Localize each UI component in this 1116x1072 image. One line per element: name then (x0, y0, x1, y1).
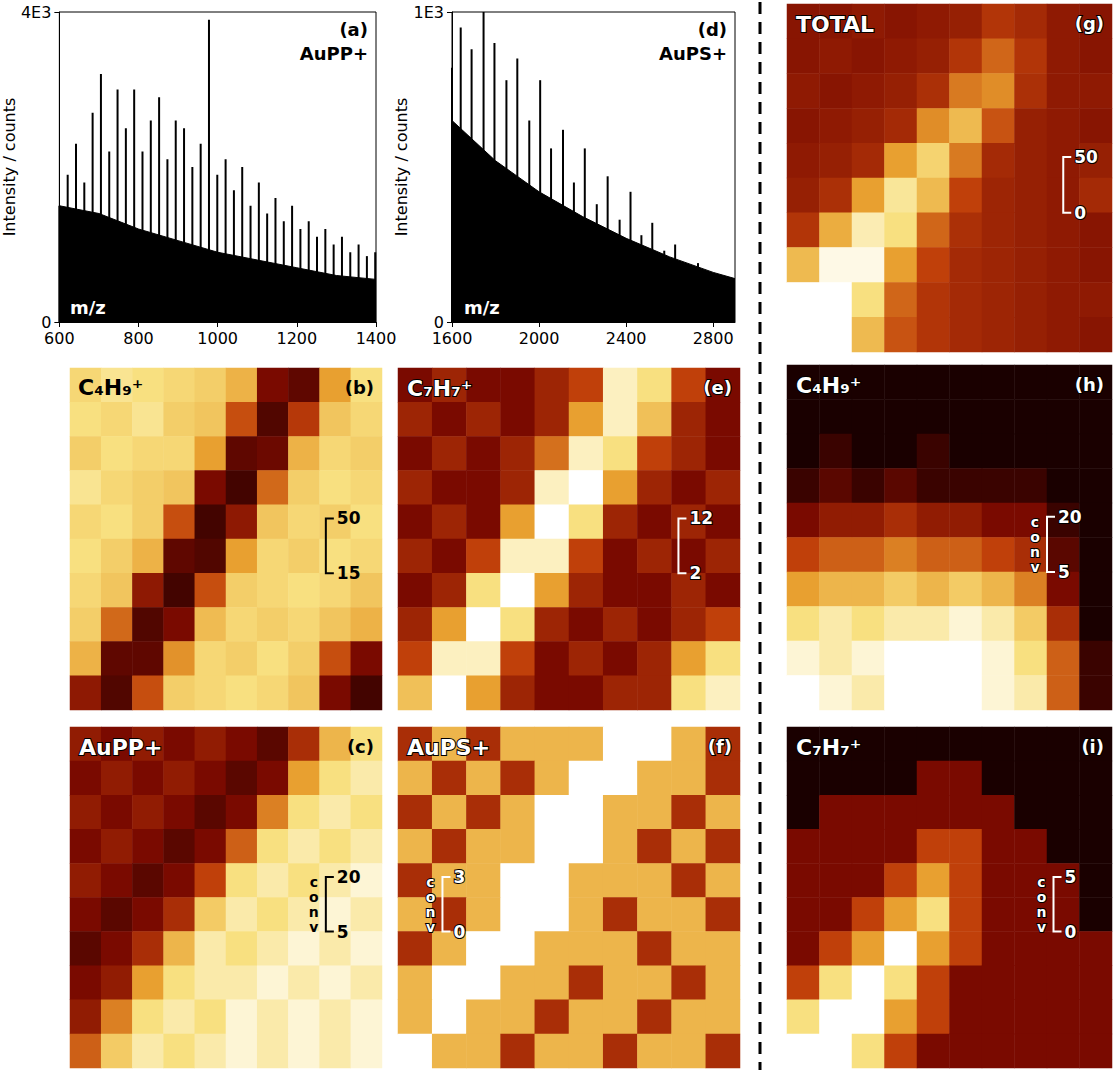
svg-text:(i): (i) (1081, 736, 1104, 757)
svg-text:(c): (c) (347, 736, 374, 757)
svg-text:m/z: m/z (70, 297, 106, 318)
svg-text:C₇H₇⁺: C₇H₇⁺ (407, 376, 472, 401)
svg-text:c: c (426, 874, 434, 890)
svg-text:(d): (d) (698, 19, 727, 40)
svg-text:(h): (h) (1075, 374, 1104, 395)
svg-text:o: o (1030, 529, 1040, 545)
svg-text:1200: 1200 (276, 329, 317, 348)
svg-text:c: c (310, 874, 318, 890)
svg-text:n: n (1037, 904, 1047, 920)
svg-text:n: n (1030, 544, 1040, 560)
svg-text:C₄H₉⁺: C₄H₉⁺ (78, 375, 143, 400)
svg-text:0: 0 (433, 312, 444, 332)
svg-text:(a): (a) (339, 19, 368, 40)
svg-text:(e): (e) (703, 377, 732, 398)
svg-text:5: 5 (1058, 562, 1070, 582)
svg-text:1400: 1400 (356, 329, 397, 348)
svg-text:AuPS+: AuPS+ (407, 735, 490, 760)
svg-text:0: 0 (1074, 203, 1086, 223)
svg-text:o: o (426, 889, 436, 905)
svg-text:v: v (1037, 919, 1046, 935)
svg-text:C₄H₉⁺: C₄H₉⁺ (796, 373, 861, 398)
svg-text:v: v (1030, 559, 1039, 575)
svg-text:2000: 2000 (519, 329, 560, 348)
svg-text:C₇H₇⁺: C₇H₇⁺ (796, 735, 861, 760)
svg-text:o: o (1037, 889, 1047, 905)
svg-text:o: o (309, 889, 319, 905)
svg-text:0: 0 (41, 312, 52, 332)
svg-text:1000: 1000 (197, 329, 238, 348)
svg-text:2800: 2800 (693, 329, 734, 348)
svg-text:50: 50 (337, 508, 361, 528)
svg-text:4E3: 4E3 (21, 3, 51, 22)
svg-text:(b): (b) (345, 377, 374, 398)
svg-text:5: 5 (337, 922, 349, 942)
svg-text:50: 50 (1074, 147, 1098, 167)
svg-text:n: n (425, 904, 435, 920)
svg-text:800: 800 (123, 329, 154, 348)
svg-text:v: v (309, 919, 318, 935)
svg-text:20: 20 (337, 867, 361, 887)
svg-text:c: c (1037, 874, 1045, 890)
svg-text:2400: 2400 (606, 329, 647, 348)
svg-text:c: c (1031, 514, 1039, 530)
svg-text:AuPS+: AuPS+ (659, 43, 727, 64)
svg-text:n: n (309, 904, 319, 920)
svg-text:20: 20 (1058, 507, 1082, 527)
svg-text:TOTAL: TOTAL (796, 12, 874, 37)
svg-text:12: 12 (689, 508, 713, 528)
svg-text:(g): (g) (1075, 13, 1104, 34)
svg-text:(f): (f) (708, 736, 732, 757)
svg-text:v: v (426, 919, 435, 935)
svg-text:5: 5 (1065, 867, 1077, 887)
svg-text:AuPP+: AuPP+ (300, 43, 368, 64)
svg-text:15: 15 (337, 563, 361, 583)
svg-text:1600: 1600 (432, 329, 473, 348)
svg-text:Intensity / counts: Intensity / counts (0, 98, 19, 237)
svg-text:Intensity / counts: Intensity / counts (392, 98, 411, 237)
svg-text:600: 600 (44, 329, 75, 348)
svg-text:AuPP+: AuPP+ (79, 735, 162, 760)
svg-text:2: 2 (689, 563, 701, 583)
svg-text:3: 3 (453, 867, 465, 887)
svg-text:0: 0 (1065, 922, 1077, 942)
svg-text:m/z: m/z (464, 297, 500, 318)
svg-text:1E3: 1E3 (414, 3, 444, 22)
svg-text:0: 0 (453, 922, 465, 942)
